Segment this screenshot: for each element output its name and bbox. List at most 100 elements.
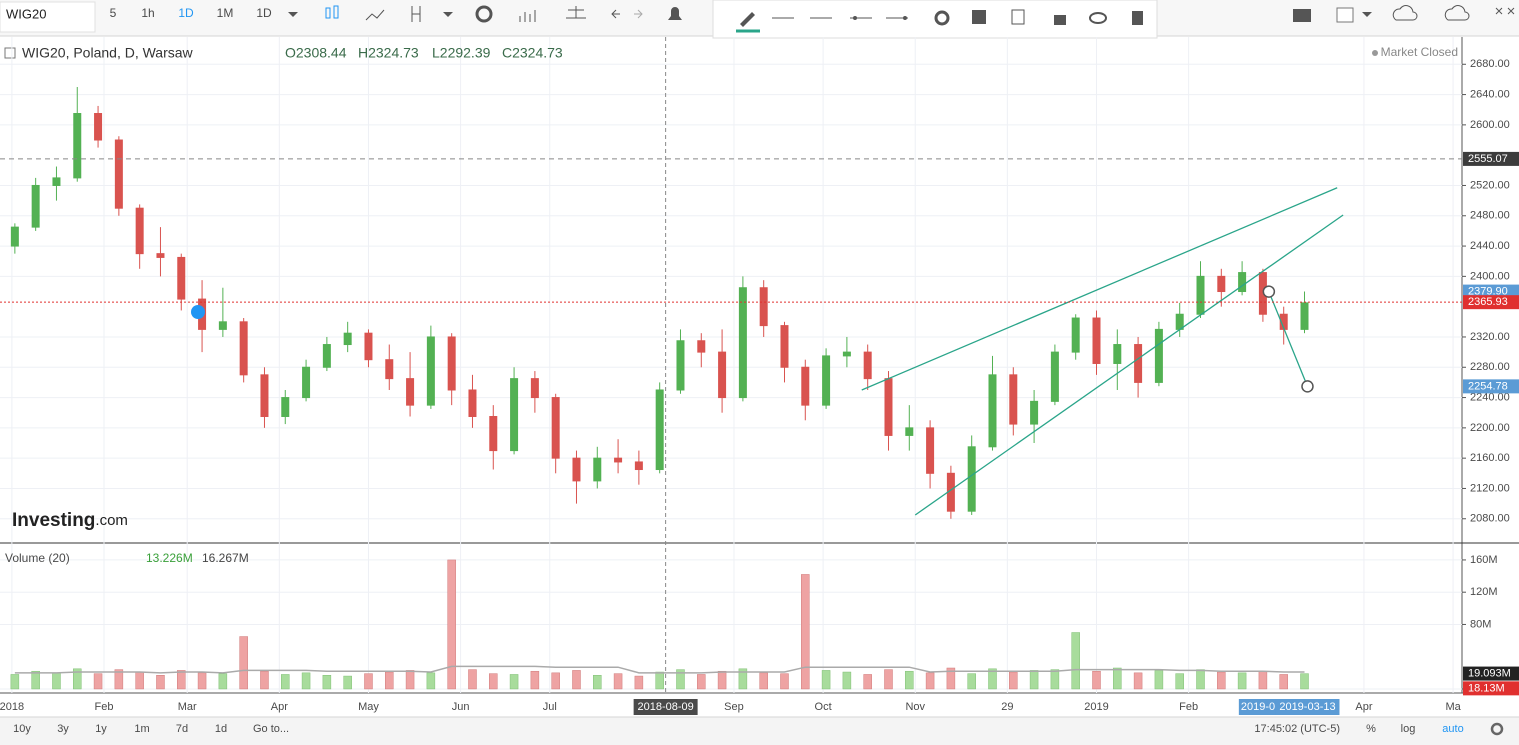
settings-icon[interactable] [475, 5, 493, 23]
y-tick-label: 2200.00 [1470, 422, 1510, 434]
candle-body [94, 113, 103, 141]
candle-body [842, 351, 851, 357]
date-label-box [1238, 699, 1279, 715]
drawing-settings-icon[interactable] [934, 10, 950, 26]
scale-button[interactable]: log [1401, 723, 1416, 735]
candle-body [988, 374, 997, 448]
studies-icon[interactable] [519, 10, 536, 22]
scale-button[interactable]: % [1366, 723, 1376, 735]
volume-label-box [1463, 666, 1519, 681]
screenshot-icon[interactable] [1293, 9, 1311, 22]
volume-bar [509, 674, 519, 690]
volume-bar [239, 636, 248, 690]
x-tick-label: Jul [543, 701, 557, 713]
volume-bar [1217, 671, 1226, 690]
scale-icon[interactable] [566, 6, 586, 19]
pen-icon[interactable] [740, 12, 755, 27]
date-label: 2019-03-13 [1279, 701, 1335, 713]
dropdown-icon[interactable] [288, 12, 298, 17]
range-button[interactable]: 7d [176, 723, 188, 735]
indicator-icon[interactable] [365, 9, 385, 21]
candle-body [572, 457, 581, 482]
volume-bar [925, 672, 935, 690]
undo-icon[interactable] [611, 9, 620, 19]
volume-bar [801, 574, 810, 690]
volume-bar [1009, 671, 1018, 690]
volume-bar [156, 675, 165, 690]
dropdown-icon[interactable] [443, 12, 453, 17]
goto-button[interactable]: Go to... [253, 723, 289, 735]
ohlc-low: L2292.39 [432, 45, 491, 61]
price-label-box [1463, 284, 1519, 299]
range-button[interactable]: 1m [134, 723, 149, 735]
symbol[interactable]: WIG20 [6, 6, 46, 21]
lock-icon[interactable] [1054, 15, 1066, 25]
candle-body [73, 113, 82, 179]
collapse-icon[interactable] [4, 47, 16, 59]
delete-icon[interactable] [1132, 11, 1143, 25]
x-tick-label: Oct [815, 701, 832, 713]
fullscreen-icon[interactable] [1495, 7, 1515, 15]
candle-body [1030, 400, 1039, 425]
chart-title: WIG20, Poland, D, Warsaw [22, 45, 194, 61]
volume-bar [177, 670, 186, 690]
candle-body [156, 253, 165, 258]
volume-bar [1279, 674, 1288, 690]
interval-button[interactable]: 1D [256, 6, 272, 20]
redo-icon[interactable] [634, 9, 643, 19]
visibility-icon[interactable] [1089, 12, 1107, 24]
clone-icon[interactable] [1011, 9, 1025, 25]
y-tick-label: 2160.00 [1470, 452, 1510, 464]
symbol-box[interactable] [0, 1, 96, 33]
candle-body [593, 457, 602, 482]
scale-button[interactable]: auto [1442, 723, 1463, 735]
candle-body [302, 366, 311, 399]
candle-body [1009, 374, 1018, 425]
candle-body [114, 139, 123, 209]
volume-bar [967, 673, 976, 690]
volume-bar [593, 675, 602, 690]
fill-icon[interactable] [972, 10, 986, 24]
interval-button[interactable]: 5 [110, 6, 117, 20]
x-tick-label: Feb [95, 701, 114, 713]
volume-label: 19.093M [1468, 667, 1511, 679]
volume-bar [821, 670, 831, 690]
price-label: 2555.07 [1468, 153, 1508, 165]
range-button[interactable]: 1y [95, 723, 107, 735]
candle-body [1092, 317, 1101, 364]
volume-tick-label: 120M [1470, 586, 1498, 598]
candle-body [676, 340, 685, 391]
y-tick-label: 2520.00 [1470, 179, 1510, 191]
interval-button[interactable]: 1h [141, 6, 154, 20]
interval-button[interactable]: 1D [178, 6, 194, 20]
date-label: 2019-0 [1241, 701, 1275, 713]
cloud-save-icon[interactable] [1444, 5, 1470, 21]
bottom-bar: 10y 3y 1y 1m 7d 1d Go to... 17:45:02 (UT… [13, 722, 1504, 736]
candle-type-icon[interactable] [325, 5, 339, 19]
compare-icon[interactable] [411, 6, 421, 22]
volume-bar [1196, 669, 1205, 690]
candle-body [759, 287, 768, 327]
volume-bar [655, 671, 664, 690]
layout-icon[interactable] [1336, 7, 1354, 23]
dropdown-icon[interactable] [1362, 12, 1372, 17]
price-label-box [1463, 379, 1519, 394]
y-tick-label: 2280.00 [1470, 361, 1510, 373]
candle-body [551, 397, 560, 459]
volume-bar [759, 672, 768, 690]
trendline [914, 214, 1344, 516]
range-button[interactable]: 1d [215, 723, 227, 735]
cloud-load-icon[interactable] [1392, 5, 1418, 21]
y-tick-label: 2240.00 [1470, 391, 1510, 403]
interval-button[interactable]: 1M [217, 6, 234, 20]
status-dot [1372, 50, 1378, 56]
alert-icon[interactable] [668, 7, 682, 20]
settings-icon[interactable] [1490, 722, 1504, 736]
range-button[interactable]: 3y [57, 723, 69, 735]
candle-body [385, 359, 394, 380]
range-button[interactable]: 10y [13, 723, 31, 735]
clock: 17:45:02 (UTC-5) [1254, 723, 1340, 735]
price-label: 2365.93 [1468, 296, 1508, 308]
